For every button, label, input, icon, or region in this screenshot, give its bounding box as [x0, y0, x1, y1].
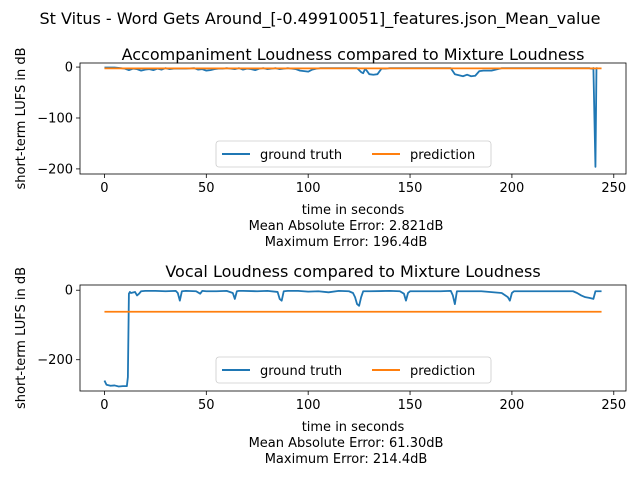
error-stat: Maximum Error: 196.4dB	[265, 235, 428, 250]
x-axis-label: time in seconds	[302, 420, 405, 435]
error-stat: Maximum Error: 214.4dB	[265, 452, 428, 467]
x-tick-label: 100	[296, 181, 321, 196]
legend: ground truth prediction	[215, 356, 492, 384]
y-tick-label: 0	[65, 61, 73, 76]
legend-label: ground truth	[260, 364, 342, 379]
x-tick-label: 150	[398, 398, 423, 413]
y-axis-label: short-term LUFS in dB	[14, 267, 29, 409]
plot-frame	[79, 62, 627, 175]
series-line	[103, 290, 602, 388]
x-tick-label: 0	[100, 181, 108, 196]
chart-title: Vocal Loudness compared to Mixture Loudn…	[165, 262, 540, 281]
x-tick-label: 0	[100, 398, 108, 413]
x-tick-label: 250	[601, 181, 626, 196]
x-tick-label: 100	[296, 398, 321, 413]
error-stat: Mean Absolute Error: 2.821dB	[249, 219, 444, 234]
legend-box	[215, 356, 492, 384]
chart-panels: Accompaniment Loudness compared to Mixtu…	[14, 45, 627, 467]
legend-label: prediction	[410, 364, 475, 379]
error-stat: Mean Absolute Error: 61.30dB	[249, 436, 444, 451]
legend-box	[215, 140, 492, 168]
legend-label: prediction	[410, 148, 475, 163]
x-tick-label: 200	[499, 398, 524, 413]
y-tick-label: −100	[37, 111, 73, 126]
y-tick-label: −200	[37, 162, 73, 177]
x-tick-label: 150	[398, 181, 423, 196]
figure-suptitle: St Vitus - Word Gets Around_[-0.49910051…	[40, 9, 601, 29]
y-tick-label: 0	[65, 284, 73, 299]
x-tick-label: 200	[499, 181, 524, 196]
chart-panel: Accompaniment Loudness compared to Mixtu…	[14, 45, 627, 250]
legend-label: ground truth	[260, 148, 342, 163]
plot-frame	[79, 284, 627, 392]
x-tick-label: 50	[198, 398, 215, 413]
x-tick-label: 250	[601, 398, 626, 413]
y-tick-label: −200	[37, 353, 73, 368]
x-axis-label: time in seconds	[302, 203, 405, 218]
chart-panel: Vocal Loudness compared to Mixture Loudn…	[14, 262, 627, 467]
chart-title: Accompaniment Loudness compared to Mixtu…	[122, 45, 585, 64]
y-axis-label: short-term LUFS in dB	[14, 47, 29, 189]
x-tick-label: 50	[198, 181, 215, 196]
legend: ground truth prediction	[215, 140, 492, 168]
